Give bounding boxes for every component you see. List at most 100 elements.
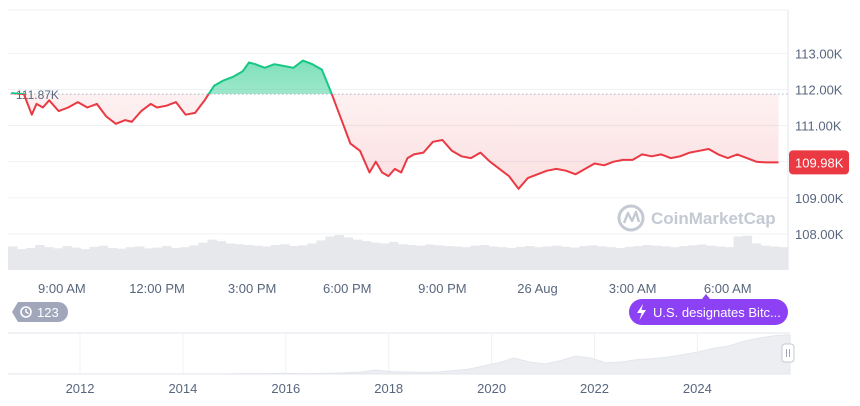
volume-bar (35, 244, 45, 270)
volume-bar (697, 244, 707, 270)
volume-bar (17, 249, 27, 270)
volume-bar (398, 244, 408, 270)
volume-bar (180, 247, 190, 270)
x-axis: 9:00 AM 12:00 PM 3:00 PM 6:00 PM 9:00 PM 26 A… (38, 281, 752, 296)
volume-bar (80, 249, 91, 270)
reference-price-line: 111.87K (10, 88, 790, 102)
volume-bar (289, 246, 299, 270)
coinmarketcap-logo-icon (617, 204, 645, 232)
volume-bar (506, 247, 517, 270)
volume-bar (144, 248, 154, 270)
volume-bar (107, 247, 118, 270)
volume-bar (642, 244, 653, 270)
volume-bar (162, 246, 172, 270)
history-clock-icon (20, 306, 32, 318)
volume-bar (606, 247, 617, 270)
volume-bar (234, 244, 245, 270)
volume-bar (461, 247, 471, 270)
overview-year-label: 2024 (683, 381, 712, 396)
volume-bar (271, 244, 281, 270)
y-tick-label: 108.00K (795, 227, 844, 242)
volume-bar (388, 241, 399, 270)
volume-bar (597, 246, 608, 270)
news-event-label: U.S. designates Bitc... (653, 305, 781, 320)
volume-bar (679, 246, 689, 270)
volume-bar (724, 247, 734, 270)
y-axis: 113.00K112.00K111.00K110.00K109.00K108.0… (787, 10, 844, 270)
y-tick-label: 111.00K (795, 119, 842, 134)
volume-bar (216, 241, 227, 270)
volume-bar (207, 239, 218, 270)
volume-bar (171, 247, 181, 270)
volume-bar (497, 247, 508, 270)
volume-bar (26, 247, 36, 270)
volume-bar (561, 246, 571, 270)
volume-bar (515, 246, 526, 270)
events-count-badge[interactable]: 123 (12, 302, 68, 322)
volume-bar (361, 241, 372, 270)
volume-bar (407, 244, 417, 270)
volume-bar (715, 246, 725, 270)
volume-bar (44, 247, 54, 270)
volume-bar (252, 245, 263, 270)
volume-bar (343, 237, 354, 270)
volume-bar (570, 247, 580, 270)
volume-bar (661, 246, 671, 270)
volume-bar (733, 236, 744, 270)
overview-year-label: 2016 (271, 381, 300, 396)
volume-bar (579, 246, 589, 270)
volume-bar (479, 244, 490, 270)
volume-bar (742, 235, 753, 270)
volume-bar (198, 242, 208, 270)
volume-bar (524, 246, 535, 270)
x-tick-label: 12:00 PM (129, 281, 185, 296)
overview-year-label: 2020 (477, 381, 506, 396)
volume-bar (543, 246, 553, 270)
volume-bar (8, 246, 18, 270)
y-tick-label: 113.00K (795, 46, 843, 61)
volume-bar (316, 240, 326, 270)
volume-bar (651, 245, 662, 270)
current-price-badge: 109.98K (789, 150, 849, 175)
volume-bar (53, 248, 63, 270)
volume-bar (125, 247, 136, 270)
volume-bar (615, 247, 626, 270)
volume-bar (624, 246, 635, 270)
lightning-icon (637, 304, 646, 320)
volume-bar (778, 247, 789, 270)
volume-bar (370, 242, 381, 270)
volume-bar (769, 246, 780, 270)
volume-bar (633, 246, 644, 270)
events-count-label: 123 (37, 305, 59, 320)
volume-bar (488, 246, 499, 270)
drag-handle-icon[interactable] (781, 343, 795, 363)
volume-bar (298, 245, 308, 270)
volume-bar (325, 236, 335, 270)
price-line[interactable] (11, 59, 779, 190)
x-tick-label: 9:00 PM (418, 281, 466, 296)
volume-bar (443, 246, 453, 270)
overview-axis: 2012 2014 2016 2018 2020 2022 2024 (66, 381, 712, 396)
x-tick-label: 6:00 PM (323, 281, 371, 296)
volume-bar (706, 245, 716, 270)
volume-bar (134, 246, 145, 270)
x-tick-label: 3:00 PM (228, 281, 276, 296)
price-line-down[interactable] (11, 61, 779, 190)
volume-bar (98, 245, 109, 270)
volume-bar (416, 245, 426, 270)
overview-year-label: 2014 (168, 381, 197, 396)
overview-year-label: 2012 (66, 381, 95, 396)
volume-bar (225, 243, 236, 270)
news-event-badge[interactable]: U.S. designates Bitc... (629, 294, 788, 325)
volume-bars (8, 235, 789, 270)
volume-bar (307, 243, 317, 270)
volume-bar (153, 247, 163, 270)
volume-bar (71, 247, 81, 270)
y-tick-label: 109.00K (795, 191, 844, 206)
overview-navigator[interactable]: 2012 2014 2016 2018 2020 2022 2024 (8, 332, 795, 396)
x-tick-label: 3:00 AM (609, 281, 657, 296)
overview-year-label: 2018 (374, 381, 403, 396)
volume-bar (534, 247, 544, 270)
